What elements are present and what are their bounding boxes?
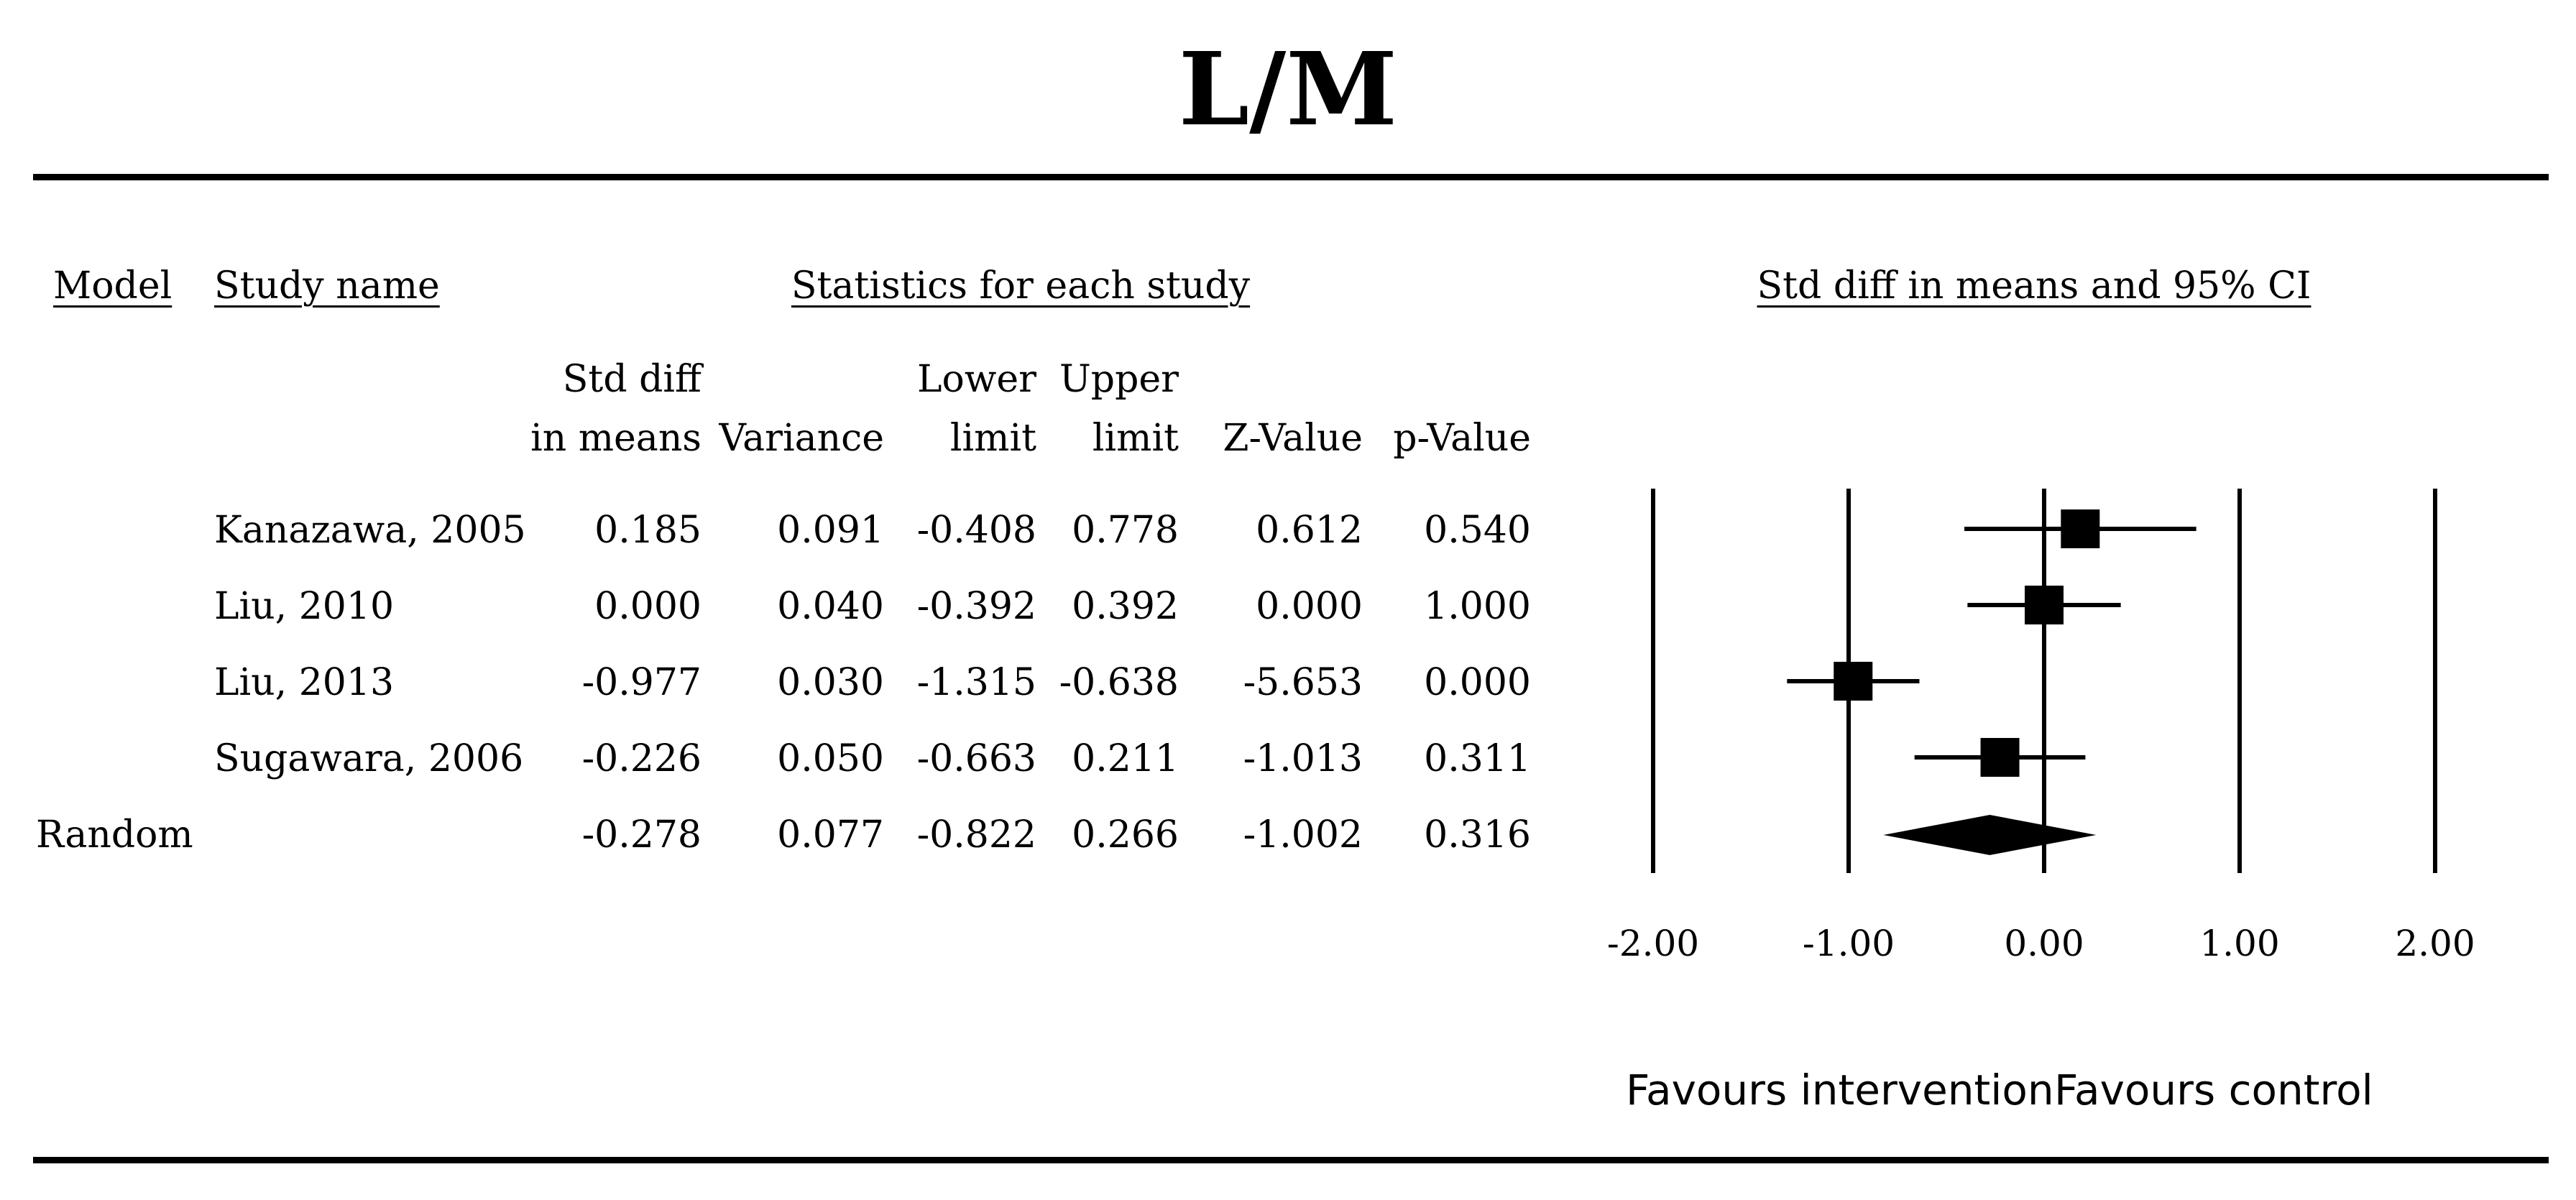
- statistics-header: Statistics for each study: [791, 264, 1251, 308]
- study-name: Liu, 2013: [214, 661, 395, 704]
- study-name: Liu, 2010: [214, 585, 395, 628]
- column-header-line2: p-Value: [1393, 417, 1531, 460]
- table-cell: -0.226: [581, 737, 702, 780]
- x-tick-label: 1.00: [2199, 923, 2279, 964]
- table-cell: -1.013: [1243, 737, 1363, 780]
- study-name: Kanazawa, 2005: [214, 509, 526, 552]
- table-cell: 0.050: [777, 737, 884, 780]
- point-estimate-square: [2061, 509, 2100, 548]
- bottom-rule: [33, 1157, 2549, 1163]
- favours-control-label: Favours control: [2054, 1066, 2373, 1114]
- x-tick-label: -2.00: [1607, 923, 1699, 964]
- ci-header: Std diff in means and 95% CI: [1757, 264, 2312, 308]
- column-header-line2: in means: [530, 417, 702, 460]
- column-header-line1: Upper: [1059, 358, 1179, 401]
- column-header-line2: limit: [949, 417, 1036, 460]
- table-cell: 0.778: [1072, 509, 1179, 552]
- point-estimate-square: [1834, 662, 1873, 701]
- x-tick-label: 0.00: [2004, 923, 2084, 964]
- table-cell: 0.185: [594, 509, 702, 552]
- model-name: Random: [36, 813, 193, 857]
- top-rule: [33, 174, 2549, 180]
- table-cell: -0.977: [581, 661, 702, 704]
- table-cell: 0.540: [1424, 509, 1531, 552]
- table-cell: -0.822: [916, 813, 1036, 857]
- table-cell: 1.000: [1424, 585, 1531, 628]
- table-cell: 0.000: [1256, 585, 1363, 628]
- table-cell: 0.266: [1072, 813, 1179, 857]
- table-cell: 0.030: [777, 661, 884, 704]
- table-cell: -0.408: [916, 509, 1036, 552]
- x-tick-label: 2.00: [2395, 923, 2475, 964]
- column-header-line2: Z-Value: [1223, 417, 1363, 460]
- table-cell: -1.002: [1243, 813, 1363, 857]
- table-cell: -0.392: [916, 585, 1036, 628]
- model-header: Model: [53, 264, 172, 308]
- point-estimate-square: [2025, 586, 2064, 624]
- column-header-line2: Variance: [719, 417, 884, 460]
- favours-intervention-label: Favours intervention: [1626, 1066, 2054, 1114]
- table-cell: 0.091: [777, 509, 884, 552]
- table-cell: -0.638: [1059, 661, 1179, 704]
- table-cell: -0.278: [581, 813, 702, 857]
- page-title: L/M: [1178, 31, 1398, 149]
- study-name: Sugawara, 2006: [214, 737, 524, 780]
- table-cell: 0.392: [1072, 585, 1179, 628]
- study-name-header: Study name: [214, 264, 440, 308]
- column-header-line1: Std diff: [562, 358, 702, 401]
- column-header-line2: limit: [1092, 417, 1179, 460]
- table-cell: 0.316: [1424, 813, 1531, 857]
- table-cell: 0.000: [594, 585, 702, 628]
- table-cell: 0.077: [777, 813, 884, 857]
- table-cell: -5.653: [1243, 661, 1363, 704]
- x-tick-label: -1.00: [1803, 923, 1895, 964]
- table-cell: 0.000: [1424, 661, 1531, 704]
- table-cell: 0.040: [777, 585, 884, 628]
- table-cell: 0.311: [1424, 737, 1531, 780]
- table-cell: 0.211: [1072, 737, 1179, 780]
- column-header-line1: Lower: [917, 358, 1036, 401]
- point-estimate-square: [1980, 738, 2020, 777]
- table-cell: -1.315: [916, 661, 1036, 704]
- table-cell: 0.612: [1256, 509, 1363, 552]
- summary-diamond: [1883, 815, 2097, 855]
- table-cell: -0.663: [916, 737, 1036, 780]
